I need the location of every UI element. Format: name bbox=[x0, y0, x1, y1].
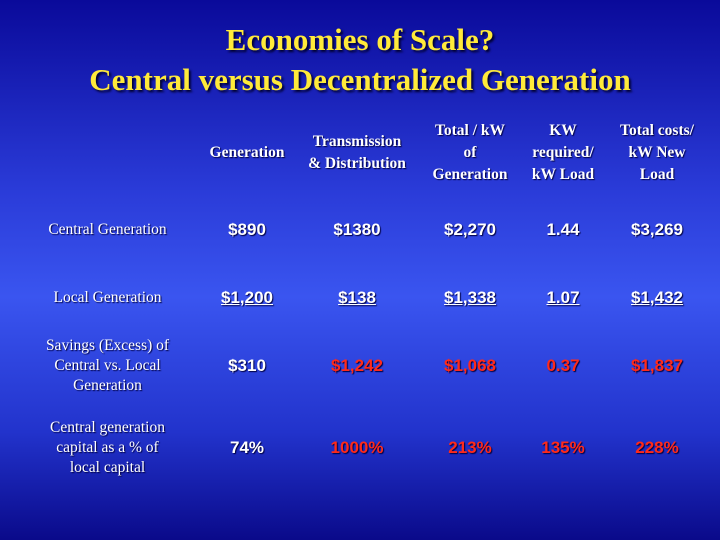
table-cell: 1.07 bbox=[546, 288, 580, 307]
header-line: Total costs/ bbox=[620, 122, 694, 139]
header-line: of bbox=[463, 144, 477, 161]
header-line: kW New bbox=[628, 144, 686, 161]
table-cell: $138 bbox=[338, 288, 376, 307]
table-cell: $1,242 bbox=[331, 356, 383, 375]
header-line: KW bbox=[549, 122, 577, 139]
label-line: Local Generation bbox=[53, 289, 162, 306]
table-cell: $1,432 bbox=[631, 288, 683, 307]
table-cell: $1,338 bbox=[444, 288, 496, 307]
table-cell: $1380 bbox=[333, 220, 381, 239]
label-line: local capital bbox=[69, 459, 146, 476]
table-cell: $1,068 bbox=[444, 356, 496, 375]
row-label: Central Generation bbox=[10, 220, 205, 240]
label-line: Central Generation bbox=[48, 221, 167, 238]
table-cell: $310 bbox=[228, 356, 266, 375]
label-line: Central generation bbox=[50, 419, 165, 436]
table-cell: $3,269 bbox=[631, 220, 683, 239]
table-cell: 0.37 bbox=[546, 356, 580, 375]
header-line: required/ bbox=[532, 144, 594, 161]
label-line: Savings (Excess) of bbox=[45, 337, 170, 354]
title: Economies of Scale? bbox=[225, 22, 495, 57]
header-line: kW Load bbox=[531, 166, 595, 183]
column-header: KW required/kW Load bbox=[503, 113, 623, 193]
row-label: Local Generation bbox=[10, 288, 205, 308]
table-cell: $890 bbox=[228, 220, 266, 239]
title: Central versus Decentralized Generation bbox=[89, 62, 631, 97]
table-cell: 213% bbox=[448, 438, 492, 457]
header-line: Total / kW bbox=[434, 122, 506, 139]
table-cell: 135% bbox=[541, 438, 585, 457]
header-line: Generation bbox=[432, 166, 508, 183]
column-header: Transmission & Distribution bbox=[297, 113, 417, 193]
table-cell: 1000% bbox=[330, 438, 384, 457]
table-cell: 228% bbox=[635, 438, 679, 457]
table-cell: $1,837 bbox=[631, 356, 683, 375]
header-line: Generation bbox=[209, 144, 285, 161]
header-line: Load bbox=[639, 166, 675, 183]
table-cell: 1.44 bbox=[546, 220, 580, 239]
table-cell: $1,200 bbox=[221, 288, 273, 307]
row-label: Savings (Excess) of Central vs. Local Gene… bbox=[10, 336, 205, 396]
table-cell: 74% bbox=[229, 438, 265, 457]
column-header: Generation bbox=[187, 113, 307, 193]
table-cell: $2,270 bbox=[444, 220, 496, 239]
row-label: Central generation capital as a % of local… bbox=[10, 418, 205, 478]
column-header: Total costs/kW New Load bbox=[597, 113, 717, 193]
column-header: Total / kW of Generation bbox=[410, 113, 530, 193]
label-line: capital as a % of bbox=[56, 439, 159, 456]
header-line: Transmission bbox=[312, 133, 402, 150]
label-line: Central vs. Local bbox=[54, 357, 161, 374]
label-line: Generation bbox=[73, 377, 142, 394]
header-line: & Distribution bbox=[308, 155, 406, 172]
